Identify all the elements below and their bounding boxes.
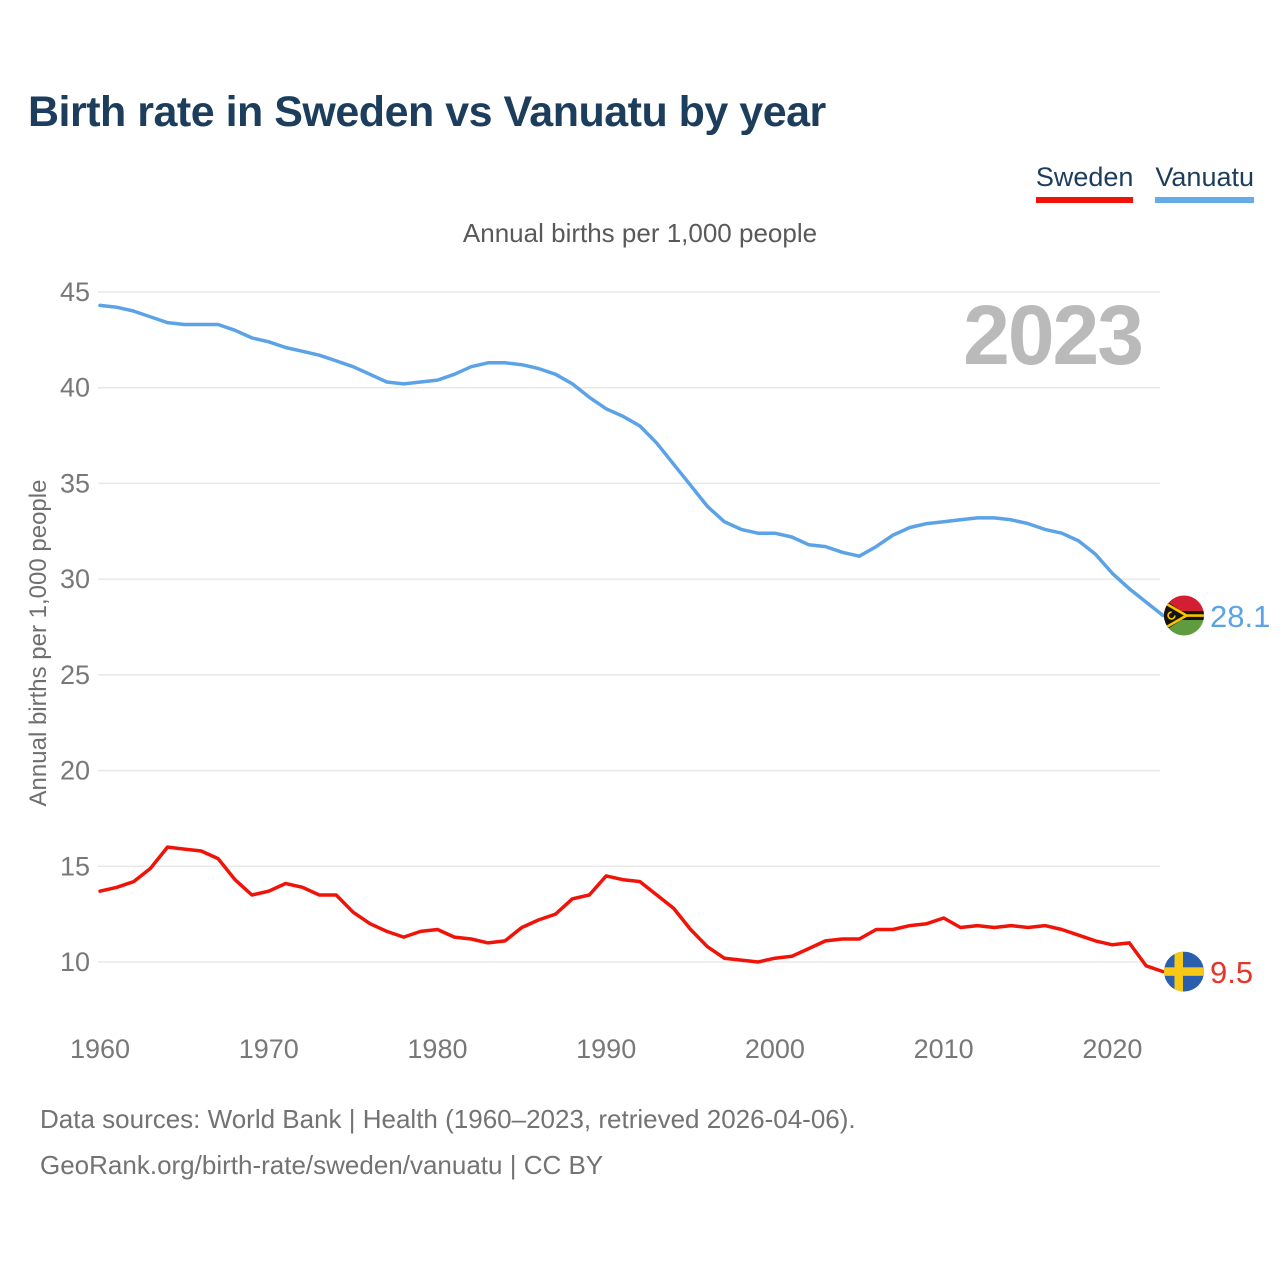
legend: Sweden Vanuatu	[1035, 162, 1254, 203]
y-axis-label: Annual births per 1,000 people	[25, 480, 52, 807]
y-tick-label: 35	[60, 468, 90, 498]
y-tick-label: 25	[60, 660, 90, 690]
x-tick-label: 1970	[239, 1034, 299, 1064]
x-tick-label: 2010	[914, 1034, 974, 1064]
sweden-end-value: 9.5	[1210, 955, 1253, 990]
y-tick-label: 20	[60, 756, 90, 786]
y-tick-label: 45	[60, 277, 90, 307]
footer-link: GeoRank.org/birth-rate/sweden/vanuatu | …	[40, 1150, 604, 1180]
legend-item-vanuatu[interactable]: Vanuatu	[1155, 162, 1254, 203]
vanuatu-line	[98, 303, 1165, 618]
y-tick-label: 40	[60, 373, 90, 403]
y-tick-label: 10	[60, 947, 90, 977]
legend-item-sweden[interactable]: Sweden	[1035, 162, 1134, 203]
x-tick-label: 1990	[576, 1034, 636, 1064]
sweden-line	[98, 845, 1165, 974]
sweden-flag-icon	[1164, 951, 1204, 992]
y-tick-label: 15	[60, 851, 90, 881]
x-tick-label: 1960	[70, 1034, 130, 1064]
chart-subtitle: Annual births per 1,000 people	[462, 218, 818, 248]
x-tick-label: 1980	[407, 1034, 467, 1064]
page-title: Birth rate in Sweden vs Vanuatu by year	[28, 88, 826, 136]
watermark-year: 2023	[963, 288, 1142, 382]
x-tick-label: 2020	[1082, 1034, 1142, 1064]
x-tick-label: 2000	[745, 1034, 805, 1064]
footer: Data sources: World Bank | Health (1960–…	[40, 1096, 856, 1188]
footer-sources: Data sources: World Bank | Health (1960–…	[40, 1104, 856, 1134]
y-tick-label: 30	[60, 564, 90, 594]
vanuatu-end-value: 28.1	[1210, 599, 1270, 634]
vanuatu-flag-icon	[1164, 595, 1204, 636]
